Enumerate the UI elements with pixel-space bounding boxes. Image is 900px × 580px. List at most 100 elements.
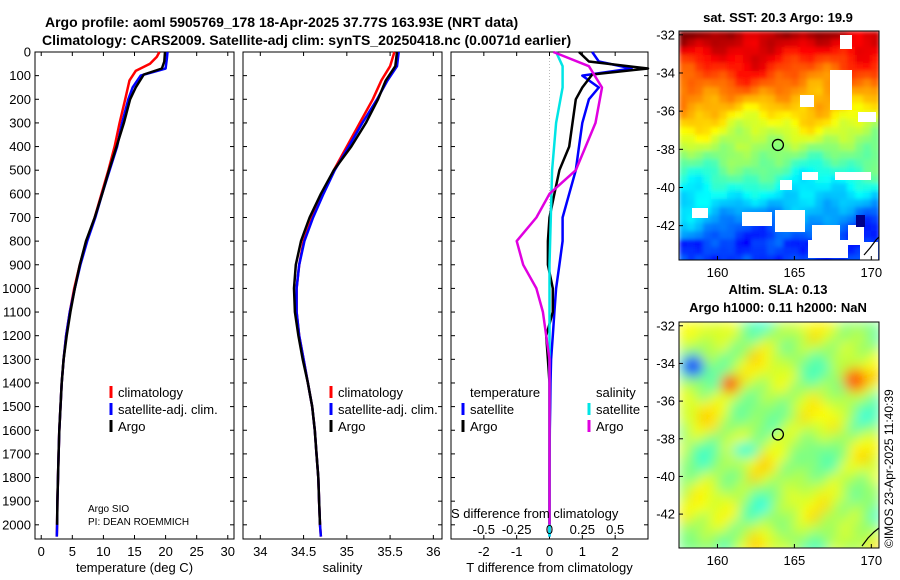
x-tick-label: 35.5 xyxy=(377,544,402,559)
temperature-panel-frame xyxy=(34,51,235,540)
series-line-argo xyxy=(55,51,167,525)
sla-map-title-2: Argo h1000: 0.11 h2000: NaN xyxy=(689,300,867,315)
sst-map: 160 165 170 -32 -34 -36 -38 -40 -42 xyxy=(656,27,882,280)
x-tick-label: 34.5 xyxy=(291,544,316,559)
y-tick-label: 1600 xyxy=(2,423,31,438)
float-position-marker xyxy=(771,428,785,441)
coastline xyxy=(861,527,879,547)
salinity-panel-frame xyxy=(242,51,443,540)
y-tick-label: 0 xyxy=(24,45,31,60)
y-tick-label: 1300 xyxy=(2,352,31,367)
temperature-legend: climatology satellite-adj. clim. Argo xyxy=(109,385,218,434)
legend-label-t-argo: Argo xyxy=(470,419,497,434)
y-tick-label: 1200 xyxy=(2,328,31,343)
x-tick-label: 25 xyxy=(189,544,203,559)
y-tick-label: 1700 xyxy=(2,446,31,461)
sla-field xyxy=(679,322,879,548)
y-tick-label: 1500 xyxy=(2,399,31,414)
y-tick-label: 1800 xyxy=(2,470,31,485)
map-x-tick-label: 160 xyxy=(707,265,729,280)
legend-label-s-satellite: satellite xyxy=(596,402,640,417)
x-tick-label: 30 xyxy=(221,544,235,559)
legend-label-climatology: climatology xyxy=(338,385,404,400)
pi-note: PI: DEAN ROEMMICH xyxy=(88,517,189,528)
y-tick-label: 600 xyxy=(9,186,31,201)
legend-label-argo: Argo xyxy=(338,419,365,434)
map-y-tick-label: -42 xyxy=(656,507,675,522)
sst-map-title: sat. SST: 20.3 Argo: 19.9 xyxy=(703,10,853,25)
s-tick-label: 0.5 xyxy=(606,522,624,537)
map-y-tick-label: -32 xyxy=(656,318,675,333)
series-line-t-argo xyxy=(544,51,650,525)
map-x-tick-label: 160 xyxy=(707,553,729,568)
s-difference-label: S difference from climatology xyxy=(451,506,619,521)
x-tick-label: 34 xyxy=(253,544,267,559)
map-y-tick-label: -42 xyxy=(656,218,675,233)
float-position-marker xyxy=(771,138,785,152)
x-tick-label: 15 xyxy=(127,544,141,559)
s-tick-label: 0.25 xyxy=(570,522,595,537)
s-tick-label: -0.5 xyxy=(473,522,495,537)
legend-label-argo: Argo xyxy=(118,419,145,434)
series-line-satellite-adj-clim- xyxy=(295,51,400,537)
y-tick-label: 400 xyxy=(9,139,31,154)
map-x-tick-label: 170 xyxy=(860,265,882,280)
x-tick-label: 0 xyxy=(38,544,45,559)
y-tick-label: 200 xyxy=(9,92,31,107)
x-tick-label: 36 xyxy=(426,544,440,559)
legend-title-temperature: temperature xyxy=(470,385,540,400)
y-tick-label: 100 xyxy=(9,68,31,83)
x-axis-label: temperature (deg C) xyxy=(76,560,193,575)
s-tick-label: 0 xyxy=(546,522,553,537)
x-tick-label: 35 xyxy=(340,544,354,559)
map-y-tick-label: -36 xyxy=(656,104,675,119)
difference-plot: -2 -1 0 1 2T difference from climatology xyxy=(451,50,650,575)
x-tick-label: 5 xyxy=(69,544,76,559)
sst-field xyxy=(679,31,879,260)
y-tick-label: 2000 xyxy=(2,517,31,532)
y-tick-label: 700 xyxy=(9,210,31,225)
legend-label-s-argo: Argo xyxy=(596,419,623,434)
x-tick-label: -2 xyxy=(478,544,490,559)
x-tick-label: 1 xyxy=(579,544,586,559)
dark-cell xyxy=(856,215,865,227)
map-y-tick-label: -34 xyxy=(656,65,675,80)
y-tick-label: 1400 xyxy=(2,375,31,390)
map-y-tick-label: -32 xyxy=(656,27,675,42)
map-x-tick-label: 165 xyxy=(784,553,806,568)
y-tick-label: 500 xyxy=(9,163,31,178)
map-y-tick-label: -40 xyxy=(656,180,675,195)
sst-map-frame xyxy=(678,30,880,261)
legend-label-satellite: satellite-adj. clim. xyxy=(338,402,438,417)
series-line-climatology xyxy=(55,51,161,537)
x-tick-label: 10 xyxy=(96,544,110,559)
difference-legend: temperature satellite Argo salinity sate… xyxy=(461,385,640,434)
series-line-argo xyxy=(292,51,399,525)
y-tick-label: 800 xyxy=(9,234,31,249)
title-line-1: Argo profile: aoml 5905769_178 18-Apr-20… xyxy=(45,14,518,30)
sla-map-frame xyxy=(678,321,880,549)
salinity-legend: climatology satellite-adj. clim. Argo xyxy=(329,385,438,434)
map-y-tick-label: -38 xyxy=(656,142,675,157)
map-x-tick-label: 170 xyxy=(860,553,882,568)
x-tick-label: 2 xyxy=(612,544,619,559)
legend-title-salinity: salinity xyxy=(596,385,636,400)
x-tick-label: 20 xyxy=(158,544,172,559)
series-line-t-satellite xyxy=(548,51,633,537)
legend-label-t-satellite: satellite xyxy=(470,402,514,417)
map-y-tick-label: -38 xyxy=(656,431,675,446)
temperature-plot: 0 5 10 15 20 25 30 temperature (deg C) 0 100 200 30… xyxy=(2,45,235,576)
map-y-tick-label: -36 xyxy=(656,394,675,409)
imos-credit: ©IMOS 23-Apr-2025 11:40:39 xyxy=(882,389,896,548)
x-axis-label: salinity xyxy=(323,560,363,575)
institution-note: Argo SIO xyxy=(88,504,129,515)
s-tick-label: -0.25 xyxy=(502,522,532,537)
map-x-tick-label: 165 xyxy=(784,265,806,280)
sla-map-title-1: Altim. SLA: 0.13 xyxy=(729,282,828,297)
y-tick-label: 900 xyxy=(9,257,31,272)
map-y-tick-label: -34 xyxy=(656,356,675,371)
y-tick-label: 1900 xyxy=(2,494,31,509)
x-tick-label: -1 xyxy=(511,544,523,559)
legend-label-satellite: satellite-adj. clim. xyxy=(118,402,218,417)
